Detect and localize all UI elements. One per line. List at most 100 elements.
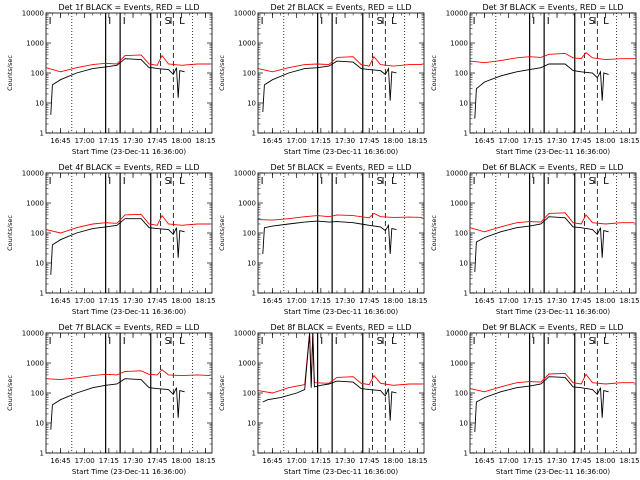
y-tick-label: 10000	[446, 170, 468, 178]
x-tick-label: 16:45	[262, 137, 282, 145]
x-tick-label: 18:00	[595, 297, 615, 305]
x-tick-label: 17:15	[311, 457, 331, 465]
interval-label: S	[589, 336, 595, 347]
interval-label: L	[391, 176, 397, 187]
interval-label: I	[335, 336, 338, 347]
interval-label: I	[261, 176, 264, 187]
y-tick-label: 100	[243, 70, 256, 78]
interval-label: L	[391, 16, 397, 27]
x-tick-label: 17:30	[335, 137, 355, 145]
chart-panel: Det 2f BLACK = Events, RED = LLD Counts/s…	[218, 3, 428, 156]
y-axis-label: Counts/sec	[218, 215, 226, 251]
chart-title: Det 5f BLACK = Events, RED = LLD	[270, 163, 411, 172]
y-tick-label: 1000	[238, 200, 256, 208]
plot-frame	[469, 172, 637, 294]
interval-label: I	[593, 176, 596, 187]
x-tick-label: 17:45	[147, 137, 167, 145]
interval-label: I	[473, 336, 476, 347]
interval-label: S	[165, 16, 171, 27]
interval-label: I	[108, 16, 111, 27]
y-axis-label: Counts/sec	[218, 375, 226, 411]
x-axis-label: Start Time (23-Dec-11 16:36:00)	[496, 468, 610, 476]
y-tick-label: 1	[40, 130, 44, 138]
y-tick-label: 1	[464, 130, 468, 138]
x-tick-label: 17:45	[571, 457, 591, 465]
y-tick-label: 100	[455, 390, 468, 398]
y-tick-label: 10	[35, 100, 44, 108]
y-tick-label: 10	[247, 260, 256, 268]
y-tick-label: 1000	[26, 360, 44, 368]
interval-label: L	[603, 336, 609, 347]
interval-label: I	[169, 336, 172, 347]
y-tick-label: 10	[459, 260, 468, 268]
x-tick-label: 17:30	[123, 457, 143, 465]
x-tick-label: 17:00	[75, 137, 95, 145]
interval-label: S	[377, 176, 383, 187]
series-line-events	[50, 58, 185, 115]
interval-label: I	[335, 176, 338, 187]
interval-label: I	[593, 16, 596, 27]
y-tick-label: 10	[35, 420, 44, 428]
y-tick-label: 10000	[22, 10, 44, 18]
y-tick-label: 100	[455, 70, 468, 78]
x-tick-label: 17:45	[359, 297, 379, 305]
y-tick-label: 10000	[22, 330, 44, 338]
plot-frame	[257, 332, 425, 454]
y-tick-label: 1	[252, 130, 256, 138]
series-line-lld	[46, 369, 211, 381]
y-tick-label: 10000	[234, 330, 256, 338]
y-axis-label: Counts/sec	[218, 55, 226, 91]
series-line-events	[262, 333, 397, 421]
x-tick-label: 17:30	[547, 297, 567, 305]
x-axis-label: Start Time (23-Dec-11 16:36:00)	[72, 468, 186, 476]
y-axis-label: Counts/sec	[6, 55, 14, 91]
series-line-lld	[470, 51, 635, 64]
x-tick-label: 17:00	[287, 457, 307, 465]
x-tick-label: 18:15	[619, 297, 639, 305]
x-tick-label: 17:00	[499, 297, 519, 305]
series-line-events	[262, 220, 397, 255]
chart-panel: Det 9f BLACK = Events, RED = LLD Counts/s…	[430, 323, 640, 476]
x-tick-label: 17:30	[335, 457, 355, 465]
x-tick-label: 17:45	[359, 457, 379, 465]
y-tick-label: 10000	[234, 170, 256, 178]
plot-frame	[469, 332, 637, 454]
interval-label: S	[589, 16, 595, 27]
interval-label: L	[603, 176, 609, 187]
series-line-lld	[258, 55, 423, 73]
x-tick-label: 18:00	[383, 137, 403, 145]
plot-frame	[257, 172, 425, 294]
y-tick-label: 10000	[446, 10, 468, 18]
y-axis-label: Counts/sec	[6, 375, 14, 411]
x-tick-label: 17:15	[99, 297, 119, 305]
x-tick-label: 18:15	[407, 457, 427, 465]
x-tick-label: 16:45	[50, 137, 70, 145]
y-tick-label: 1000	[26, 40, 44, 48]
interval-label: I	[261, 16, 264, 27]
x-tick-label: 18:00	[171, 457, 191, 465]
interval-label: I	[123, 176, 126, 187]
x-tick-label: 17:00	[75, 457, 95, 465]
x-tick-label: 16:45	[50, 457, 70, 465]
interval-label: I	[108, 336, 111, 347]
chart-title: Det 8f BLACK = Events, RED = LLD	[270, 323, 411, 332]
series-line-events	[474, 63, 609, 119]
plot-frame	[45, 172, 213, 294]
y-tick-label: 100	[31, 230, 44, 238]
interval-label: I	[532, 336, 535, 347]
y-tick-label: 100	[243, 230, 256, 238]
chart-title: Det 2f BLACK = Events, RED = LLD	[270, 3, 411, 12]
chart-title: Det 4f BLACK = Events, RED = LLD	[58, 163, 199, 172]
x-tick-label: 17:15	[311, 137, 331, 145]
interval-label: L	[179, 16, 185, 27]
x-tick-label: 17:45	[147, 457, 167, 465]
series-line-lld	[470, 212, 635, 233]
interval-label: I	[381, 336, 384, 347]
x-tick-label: 17:15	[99, 137, 119, 145]
y-tick-label: 1000	[238, 360, 256, 368]
x-tick-label: 18:00	[595, 457, 615, 465]
x-tick-label: 17:45	[571, 137, 591, 145]
interval-label: I	[169, 176, 172, 187]
